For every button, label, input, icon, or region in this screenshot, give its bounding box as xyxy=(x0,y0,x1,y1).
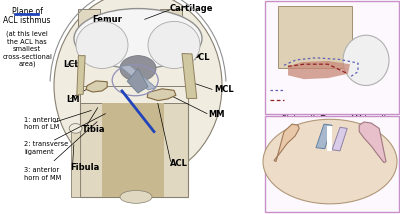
FancyBboxPatch shape xyxy=(278,6,352,68)
Ellipse shape xyxy=(263,119,397,204)
Text: LM: LM xyxy=(66,95,80,104)
Ellipse shape xyxy=(148,21,200,68)
Text: LCL: LCL xyxy=(63,60,80,69)
Ellipse shape xyxy=(120,56,156,81)
Text: Plane of: Plane of xyxy=(12,7,43,16)
Ellipse shape xyxy=(343,35,389,86)
Text: area): area) xyxy=(18,61,36,67)
Ellipse shape xyxy=(54,0,222,180)
Ellipse shape xyxy=(76,21,128,68)
Text: 3: 3 xyxy=(382,186,386,195)
Polygon shape xyxy=(147,89,176,101)
Text: Direct: Direct xyxy=(324,98,345,104)
FancyBboxPatch shape xyxy=(265,116,399,212)
Text: Fibula: Fibula xyxy=(70,163,99,172)
Text: MCL: MCL xyxy=(214,85,234,94)
FancyBboxPatch shape xyxy=(327,126,332,151)
Text: ACL isthmus: ACL isthmus xyxy=(4,16,51,25)
Text: ACL: ACL xyxy=(170,159,188,168)
Text: Indirect: Indirect xyxy=(324,88,350,94)
Text: horn of MM: horn of MM xyxy=(24,175,61,181)
Text: Cartilage: Cartilage xyxy=(170,4,214,13)
Polygon shape xyxy=(120,65,156,90)
Text: smallest: smallest xyxy=(13,46,41,52)
Text: M: M xyxy=(266,53,274,62)
Text: L: L xyxy=(267,149,273,158)
FancyBboxPatch shape xyxy=(102,103,164,197)
Polygon shape xyxy=(332,127,347,151)
Text: horn of LM: horn of LM xyxy=(24,124,59,130)
Text: PL bundle: PL bundle xyxy=(282,115,320,124)
Text: 3: anterior: 3: anterior xyxy=(24,167,59,173)
Text: 1: 1 xyxy=(316,141,320,150)
Text: L: L xyxy=(393,53,399,62)
FancyBboxPatch shape xyxy=(78,9,100,56)
Polygon shape xyxy=(316,124,332,149)
FancyBboxPatch shape xyxy=(265,1,399,114)
Text: M: M xyxy=(390,149,399,158)
Text: 2: transverse: 2: transverse xyxy=(24,141,68,147)
Text: Dis: Dis xyxy=(382,92,398,101)
Text: Pro: Pro xyxy=(323,2,341,11)
FancyBboxPatch shape xyxy=(160,9,182,56)
Polygon shape xyxy=(274,124,299,162)
Ellipse shape xyxy=(120,190,152,203)
Text: Femur: Femur xyxy=(92,15,122,24)
Text: 2: 2 xyxy=(338,186,343,195)
Text: Tibia: Tibia xyxy=(82,125,106,134)
Text: Pos: Pos xyxy=(319,115,337,124)
Text: AM bundle: AM bundle xyxy=(350,115,391,124)
Polygon shape xyxy=(77,56,85,95)
Text: 1: anterior: 1: anterior xyxy=(24,117,59,123)
Ellipse shape xyxy=(74,9,202,68)
Text: Ant: Ant xyxy=(323,197,341,206)
Text: PCL: PCL xyxy=(192,53,210,62)
Polygon shape xyxy=(182,54,197,98)
Polygon shape xyxy=(127,68,148,93)
FancyBboxPatch shape xyxy=(80,90,188,197)
Text: MM: MM xyxy=(208,110,224,119)
Text: the ACL has: the ACL has xyxy=(7,39,47,45)
Polygon shape xyxy=(288,61,350,79)
Polygon shape xyxy=(359,122,386,163)
FancyBboxPatch shape xyxy=(71,131,80,197)
Text: ligament: ligament xyxy=(24,149,54,155)
Text: cross-sectional: cross-sectional xyxy=(2,54,52,60)
Polygon shape xyxy=(86,81,107,92)
Ellipse shape xyxy=(69,124,82,133)
Text: (at this level: (at this level xyxy=(6,31,48,37)
FancyBboxPatch shape xyxy=(80,86,188,103)
